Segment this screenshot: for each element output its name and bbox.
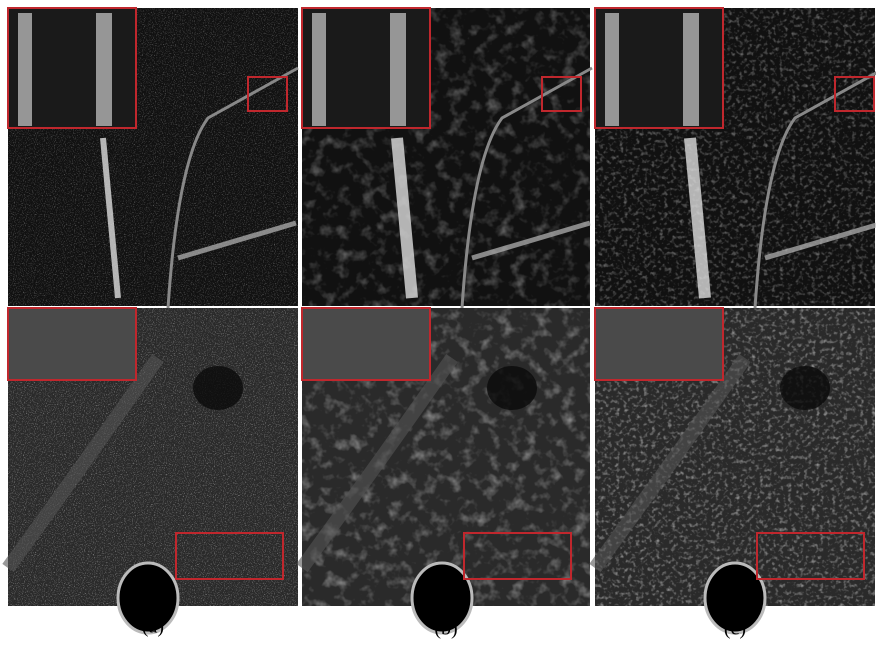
zoom-inset: [595, 308, 723, 380]
image-feature: [780, 366, 830, 410]
image-feature: [193, 366, 243, 410]
figure: (a) (b) (c): [0, 0, 876, 644]
inset-feature: [605, 13, 619, 126]
inset-feature: [18, 13, 32, 126]
zoom-inset: [302, 308, 430, 380]
caption: (c): [724, 618, 746, 640]
zoom-inset: [8, 308, 136, 380]
panels: [8, 8, 876, 633]
inset-feature: [683, 13, 699, 126]
caption: (b): [434, 618, 457, 640]
inset-feature: [390, 13, 406, 126]
inset-feature: [312, 13, 326, 126]
inset-feature: [96, 13, 112, 126]
caption: (a): [142, 616, 164, 638]
image-feature: [487, 366, 537, 410]
